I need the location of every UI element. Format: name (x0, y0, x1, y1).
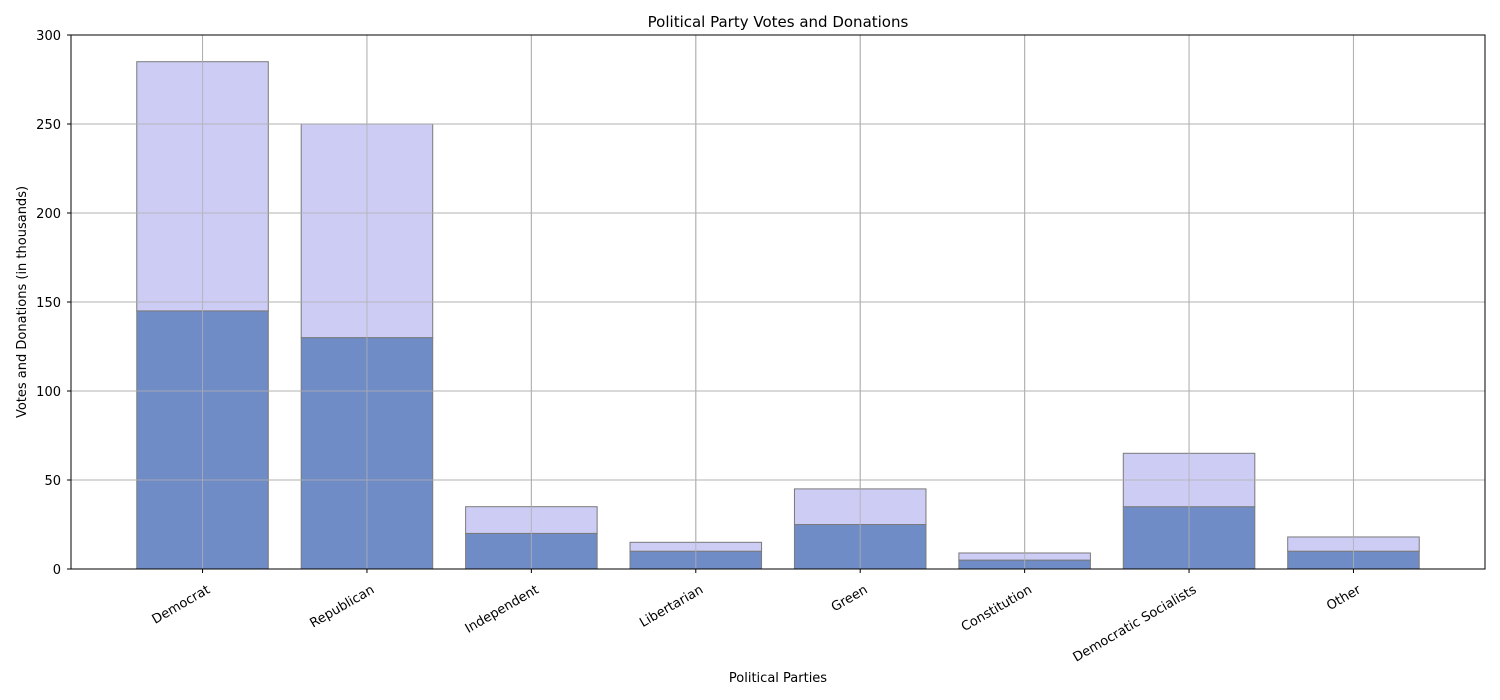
x-tick-label: Republican (307, 582, 377, 631)
x-tick-label: Independent (463, 582, 542, 636)
x-axis-label: Political Parties (729, 671, 827, 686)
y-axis-label: Votes and Donations (in thousands) (15, 186, 30, 418)
y-tick-label: 50 (44, 474, 61, 489)
x-tick-label: Constitution (959, 582, 1035, 634)
x-tick-label: Green (829, 582, 871, 615)
x-tick-label: Other (1324, 582, 1364, 614)
y-tick-label: 100 (36, 385, 61, 400)
y-tick-label: 250 (36, 118, 61, 133)
y-tick-label: 0 (53, 563, 61, 578)
y-tick-label: 200 (36, 207, 61, 222)
x-tick-label: Democrat (150, 582, 213, 627)
y-tick-label: 150 (36, 296, 61, 311)
x-tick-label: Democratic Socialists (1071, 582, 1200, 665)
y-tick-label: 300 (36, 29, 61, 44)
x-tick-label: Libertarian (637, 582, 706, 630)
bars-layer (71, 34, 1485, 570)
chart-title: Political Party Votes and Donations (648, 13, 909, 31)
